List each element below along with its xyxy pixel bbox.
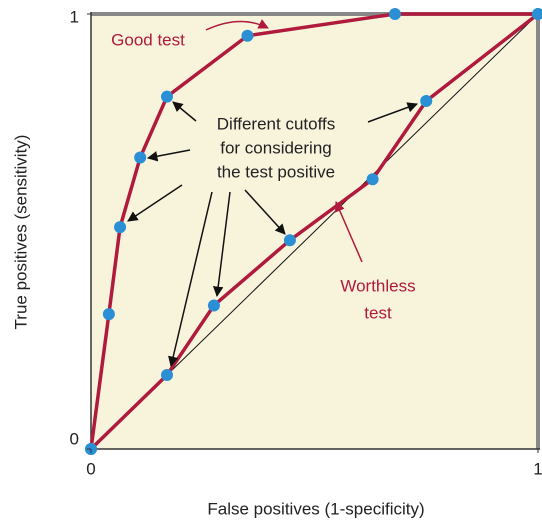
annotation: Different cutoffs (217, 114, 335, 133)
y-tick-label: 1 (70, 7, 79, 26)
cutoff-point (160, 90, 173, 103)
cutoff-point (283, 234, 296, 247)
cutoff-arrows (127, 101, 418, 368)
y-axis-label: True positives (sensitivity) (11, 135, 30, 330)
cutoff-point (420, 95, 433, 107)
annotation-arrow (334, 201, 363, 263)
cutoff-point (102, 308, 115, 321)
cutoff-point (241, 29, 254, 42)
annotation-arrow (205, 19, 269, 31)
annotation: test (364, 303, 392, 322)
x-axis-label: False positives (1-specificity) (207, 499, 424, 518)
cutoff-point (532, 8, 542, 20)
x-tick-label: 1 (533, 459, 542, 478)
annotation: for considering (220, 138, 332, 157)
cutoff-point (160, 369, 173, 382)
cutoff-point (134, 151, 147, 164)
annotation: Good test (111, 30, 185, 49)
cutoff-point (366, 173, 379, 186)
annotation: the test positive (217, 162, 335, 181)
cutoff-point (114, 221, 127, 234)
x-tick-label: 0 (86, 459, 95, 478)
cutoff-point (207, 299, 220, 312)
cutoff-point (388, 8, 401, 20)
annotation: Worthless (340, 276, 415, 295)
y-tick-label: 0 (70, 429, 79, 448)
roc-curve (89, 12, 538, 450)
